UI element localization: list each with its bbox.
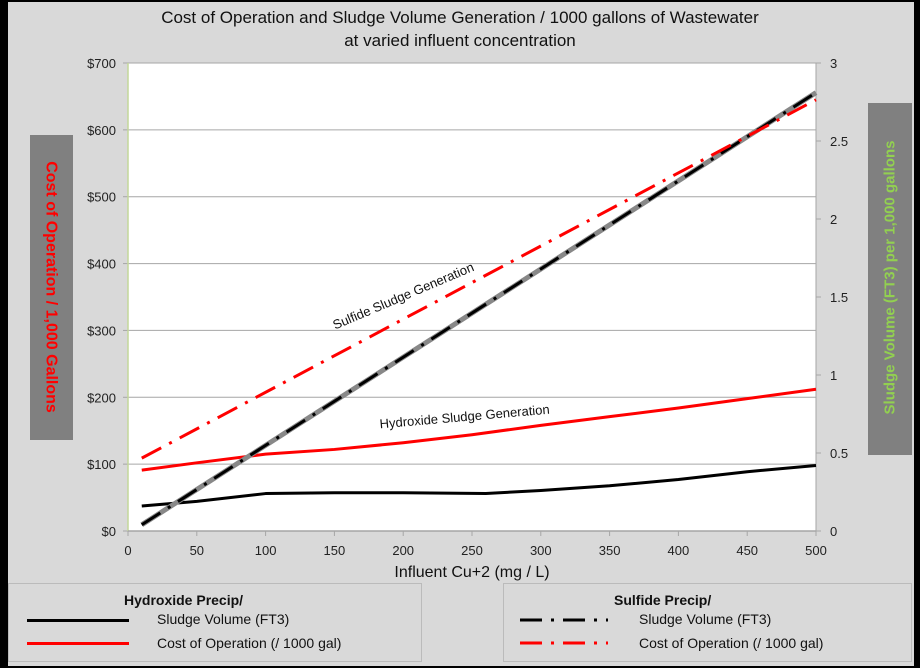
- y-left-tick-label: $0: [102, 524, 116, 539]
- y-right-tick-label: 3: [830, 56, 837, 71]
- x-tick-label: 250: [461, 543, 483, 558]
- x-tick-label: 0: [124, 543, 131, 558]
- y-left-tick-label: $700: [87, 56, 116, 71]
- series-line-2: [140, 91, 817, 527]
- x-tick-label: 300: [530, 543, 552, 558]
- series-line-1: [141, 387, 817, 472]
- legend-item: Cost of Operation (/ 1000 gal): [157, 635, 342, 651]
- legend-header: Sulfide Precip/: [614, 592, 712, 608]
- legend-sulfide: Sulfide Precip/ Sludge Volume (FT3) Cost…: [503, 583, 912, 662]
- y-left-tick-label: $400: [87, 257, 116, 272]
- y-right-tick-label: 1.5: [830, 290, 848, 305]
- legend-swatches-dashdot: [520, 618, 608, 645]
- legend-item: Sludge Volume (FT3): [157, 611, 290, 627]
- y-right-tick-label: 0.5: [830, 446, 848, 461]
- x-tick-label: 400: [668, 543, 690, 558]
- x-tick-label: 350: [599, 543, 621, 558]
- chart-title: Cost of Operation and Sludge Volume Gene…: [161, 8, 759, 27]
- y-left-tick-label: $200: [87, 390, 116, 405]
- plot-area: [128, 63, 816, 531]
- y-left-tick-label: $300: [87, 323, 116, 338]
- legend-swatch-red-solid: [27, 642, 129, 645]
- y-left-tick-label: $600: [87, 123, 116, 138]
- legend-item: Sludge Volume (FT3): [639, 611, 772, 627]
- x-tick-label: 50: [190, 543, 204, 558]
- legend-item: Cost of Operation (/ 1000 gal): [639, 635, 824, 651]
- x-tick-label: 450: [736, 543, 758, 558]
- legend-header: Hydroxide Precip/: [124, 592, 244, 608]
- y-right-tick-label: 1: [830, 368, 837, 383]
- x-tick-label: 100: [255, 543, 277, 558]
- right-axis-label-box: [868, 103, 912, 455]
- y-left-tick-label: $500: [87, 190, 116, 205]
- y-left-tick-label: $100: [87, 457, 116, 472]
- x-axis-label: Influent Cu+2 (mg / L): [394, 564, 549, 581]
- y-right-tick-label: 2.5: [830, 134, 848, 149]
- x-tick-label: 500: [805, 543, 827, 558]
- legend-hydroxide: Hydroxide Precip/ Sludge Volume (FT3) Co…: [8, 583, 422, 662]
- left-axis-label-box: [30, 135, 73, 440]
- x-tick-label: 200: [392, 543, 414, 558]
- y-right-tick-label: 2: [830, 212, 837, 227]
- chart-subtitle: at varied influent concentration: [344, 31, 576, 50]
- series-line-0: [141, 463, 817, 508]
- x-tick-label: 150: [324, 543, 346, 558]
- legend-swatch-black-solid: [27, 619, 129, 622]
- y-right-tick-label: 0: [830, 524, 837, 539]
